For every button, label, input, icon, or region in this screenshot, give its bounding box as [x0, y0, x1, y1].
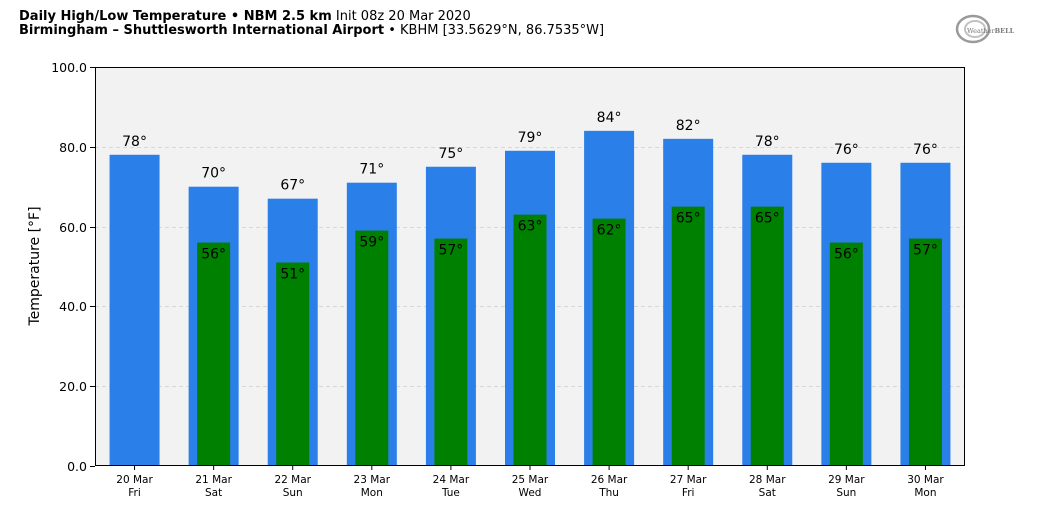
low-temp-bar — [276, 262, 310, 466]
low-temp-bar — [434, 238, 468, 466]
x-tick-day: Tue — [441, 487, 460, 499]
high-temp-label: 70° — [201, 166, 226, 182]
title-bold: Daily High/Low Temperature • NBM 2.5 km — [19, 9, 332, 24]
x-tick-date: 29 Mar — [828, 474, 865, 486]
x-tick-date: 27 Mar — [670, 474, 707, 486]
x-tick-day: Mon — [361, 487, 383, 499]
y-tick-label: 0.0 — [67, 459, 87, 474]
title-init-time: Init 08z 20 Mar 2020 — [335, 9, 471, 24]
high-temp-label: 78° — [755, 134, 780, 150]
y-tick-label: 60.0 — [59, 220, 87, 235]
low-temp-bar — [592, 218, 626, 466]
x-tick-date: 21 Mar — [195, 474, 232, 486]
high-temp-label: 71° — [359, 162, 384, 178]
low-temp-label: 63° — [518, 219, 543, 235]
high-temp-label: 76° — [834, 142, 859, 158]
logo-swirl-icon — [955, 14, 991, 44]
low-temp-label: 57° — [913, 243, 938, 259]
y-axis-label: Temperature [°F] — [27, 206, 43, 326]
low-temp-label: 56° — [834, 247, 859, 263]
high-temp-label: 75° — [438, 146, 463, 162]
weatherbell-logo: WeatherBELL — [955, 12, 1019, 48]
low-temp-label: 57° — [438, 243, 463, 259]
low-temp-bar — [750, 206, 784, 466]
x-tick-date: 28 Mar — [749, 474, 786, 486]
high-temp-bar — [109, 154, 160, 466]
x-tick-date: 25 Mar — [512, 474, 549, 486]
svg-text:WeatherBELL: WeatherBELL — [967, 27, 1015, 35]
y-tick-label: 100.0 — [51, 60, 87, 75]
logo-text-bold: BELL — [995, 27, 1015, 35]
low-temp-bar — [513, 214, 547, 466]
x-tick-day: Fri — [128, 487, 141, 499]
x-tick-day: Thu — [598, 487, 619, 499]
x-tick-day: Sun — [283, 487, 303, 499]
x-tick-day: Sat — [205, 487, 222, 499]
low-temp-series — [197, 206, 942, 466]
high-temp-label: 84° — [597, 110, 622, 126]
low-temp-label: 51° — [280, 267, 305, 283]
low-temp-label: 62° — [597, 223, 622, 239]
high-temp-label: 79° — [518, 130, 543, 146]
low-temp-label: 65° — [676, 211, 701, 227]
high-temp-label: 67° — [280, 178, 305, 194]
low-temp-bar — [829, 242, 863, 466]
x-tick-date: 20 Mar — [116, 474, 153, 486]
logo-text-light: Weather — [967, 27, 996, 35]
x-tick-date: 24 Mar — [433, 474, 470, 486]
y-axis: 0.0 20.0 40.0 60.0 80.0 100.0 — [51, 60, 95, 474]
y-tick-label: 20.0 — [59, 379, 87, 394]
y-tick-label: 40.0 — [59, 299, 87, 314]
x-tick-day: Fri — [682, 487, 695, 499]
high-temp-label: 78° — [122, 134, 147, 150]
x-tick-day: Sat — [759, 487, 776, 499]
data-labels: 78° 70° 56° 67° 51° 71° 59° 75° 57° 79° 63° 84° 62° 8… — [122, 110, 938, 283]
location-coords: • KBHM [33.5629°N, 86.7535°W] — [388, 23, 605, 38]
low-temp-bar — [355, 230, 389, 466]
low-temp-bar — [908, 238, 942, 466]
low-temp-label: 56° — [201, 247, 226, 263]
low-temp-bar — [197, 242, 231, 466]
x-tick-day: Wed — [519, 487, 542, 499]
chart-title: Daily High/Low Temperature • NBM 2.5 km … — [19, 9, 471, 24]
high-temp-label: 82° — [676, 118, 701, 134]
x-tick-date: 22 Mar — [274, 474, 311, 486]
y-tick-label: 80.0 — [59, 140, 87, 155]
x-tick-day: Mon — [914, 487, 936, 499]
high-temp-label: 76° — [913, 142, 938, 158]
x-tick-date: 30 Mar — [907, 474, 944, 486]
low-temp-label: 59° — [359, 235, 384, 251]
plot-frame — [95, 67, 965, 466]
location-name: Birmingham – Shuttlesworth International… — [19, 23, 385, 38]
low-temp-label: 65° — [755, 211, 780, 227]
x-tick-day: Sun — [836, 487, 856, 499]
chart-subtitle: Birmingham – Shuttlesworth International… — [19, 23, 604, 38]
x-tick-date: 23 Mar — [354, 474, 391, 486]
low-temp-bar — [671, 206, 705, 466]
x-tick-date: 26 Mar — [591, 474, 628, 486]
